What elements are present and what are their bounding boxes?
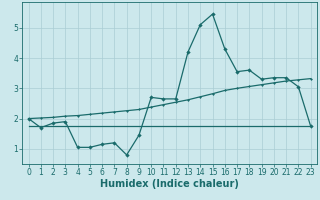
X-axis label: Humidex (Indice chaleur): Humidex (Indice chaleur) bbox=[100, 179, 239, 189]
